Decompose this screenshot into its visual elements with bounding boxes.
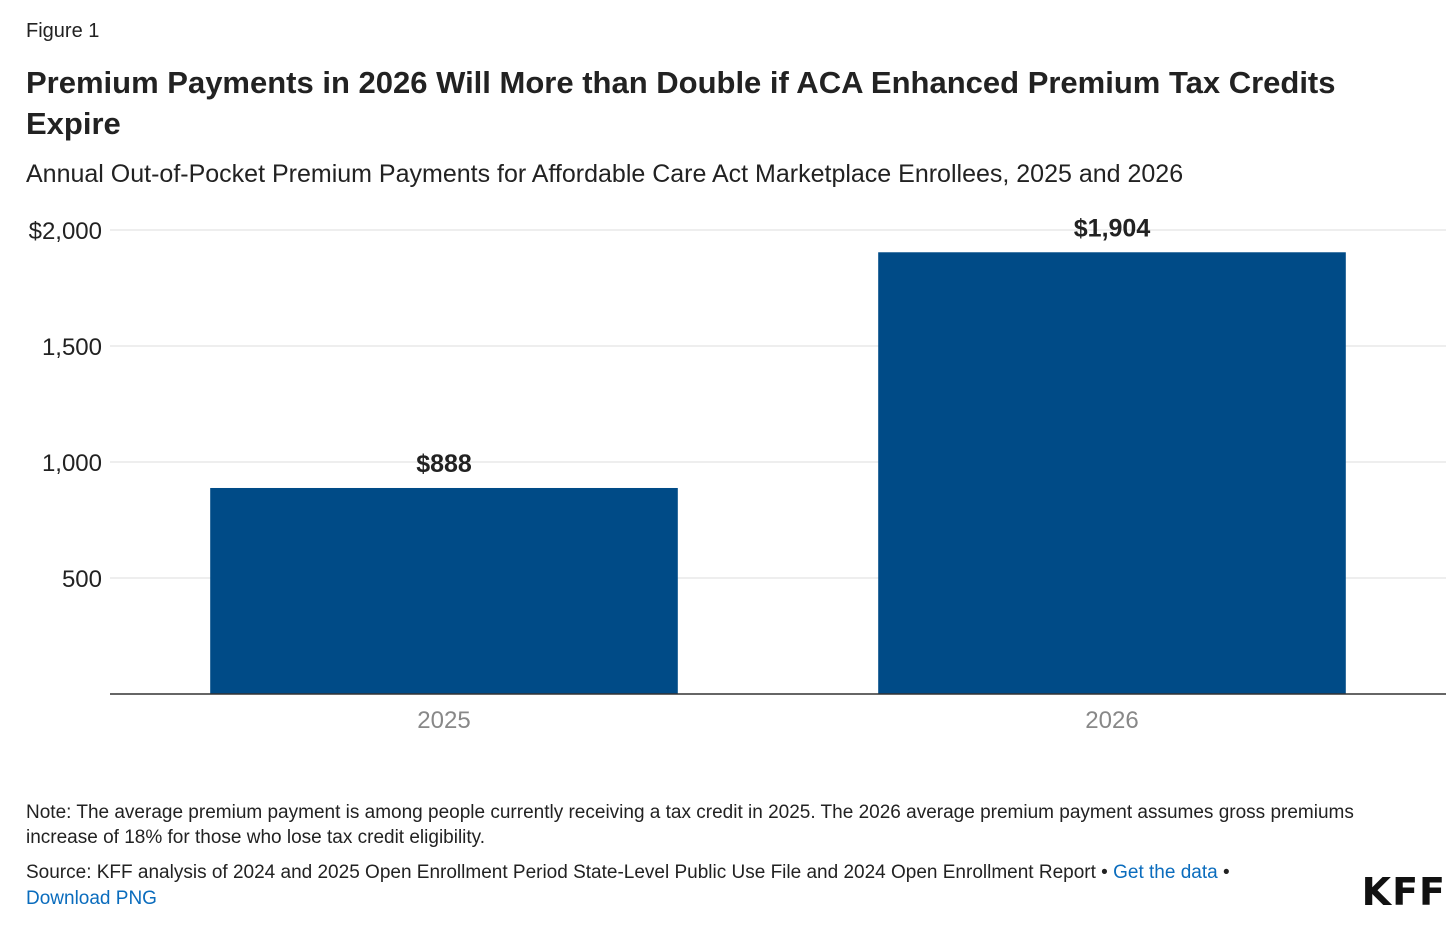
chart-subtitle: Annual Out-of-Pocket Premium Payments fo… [26,160,1184,188]
y-tick-label: 1,000 [42,450,102,477]
source-separator: • [1101,862,1108,883]
data-label: $888 [416,450,472,478]
get-the-data-link[interactable]: Get the data [1113,862,1218,883]
source-separator: • [1222,862,1230,883]
chart-source: Source: KFF analysis of 2024 and 2025 Op… [26,860,1326,912]
chart-note: Note: The average premium payment is amo… [26,802,1354,848]
figure-label: Figure 1 [26,20,100,42]
bar-2026 [878,252,1346,694]
bar-chart: 500 1,000 1,500 $2,000 $888 2025 $1,904 2026 [29,214,1446,734]
download-png-link[interactable]: Download PNG [26,888,157,909]
source-text: Source: KFF analysis of 2024 and 2025 Op… [26,862,1096,883]
y-tick-label: 500 [62,566,102,593]
y-tick-label: 1,500 [42,334,102,361]
data-label: $1,904 [1074,214,1151,242]
chart-title: Premium Payments in 2026 Will More than … [26,65,1336,141]
x-tick-label: 2025 [417,707,470,734]
y-tick-label: $2,000 [29,218,102,245]
bar-2025 [210,487,678,694]
kff-logo: KFF [1361,870,1446,914]
x-tick-label: 2026 [1085,707,1138,734]
